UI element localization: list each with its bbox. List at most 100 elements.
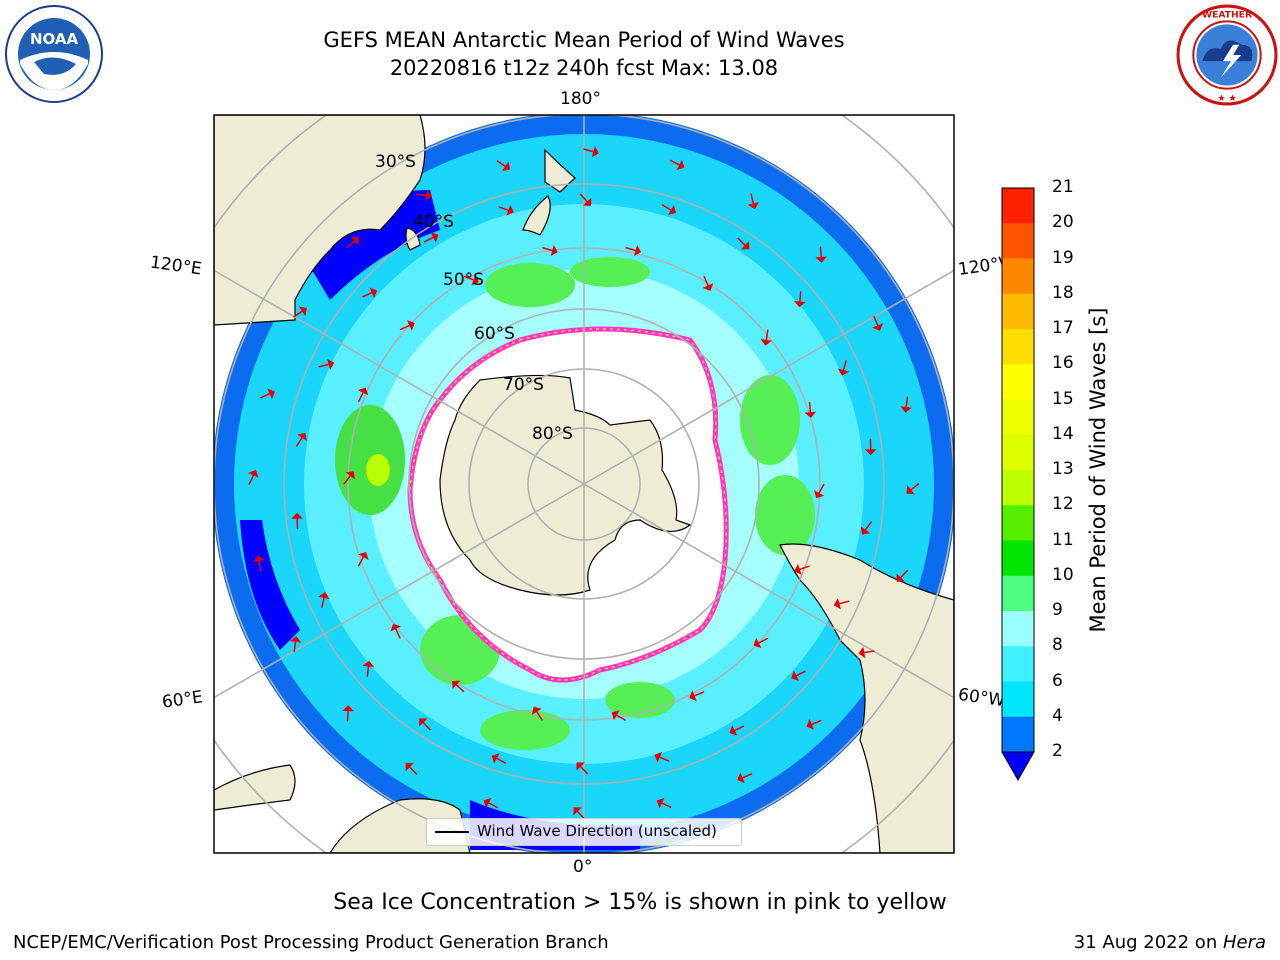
colorbar-segment <box>1002 716 1034 753</box>
sea-ice-note: Sea Ice Concentration > 15% is shown in … <box>333 890 947 915</box>
wind-wave-arrowhead <box>430 232 439 243</box>
wind-wave-arrowhead <box>689 690 697 702</box>
footer-date-text: 31 Aug 2022 on <box>1073 932 1223 953</box>
green-patch-1 <box>485 263 575 307</box>
wind-wave-arrowhead <box>837 368 850 376</box>
wind-wave-arrow <box>295 436 304 447</box>
wind-wave-arrowhead <box>390 623 401 632</box>
new-zealand-north <box>544 148 576 193</box>
wind-wave-arrow <box>293 641 297 653</box>
wind-wave-arrow <box>487 801 499 809</box>
wind-wave-arrow <box>576 810 586 820</box>
wind-wave-arrow <box>703 275 710 287</box>
wind-wave-arrow <box>455 683 465 693</box>
wind-wave-arrow <box>863 650 875 654</box>
wind-wave-arrowhead <box>576 762 585 771</box>
wind-wave-arrow <box>346 710 349 722</box>
colorbar-segment <box>1002 434 1034 471</box>
wind-wave-arrow <box>579 765 589 775</box>
wind-wave-arrow <box>579 193 589 203</box>
legend-line-swatch <box>435 831 469 833</box>
wind-wave-arrowhead <box>611 710 620 721</box>
wind-wave-arrowhead <box>729 725 738 736</box>
wind-wave-arrow <box>658 756 670 762</box>
wind-wave-arrowhead <box>656 797 665 809</box>
wind-wave-arrow <box>810 719 822 726</box>
wind-wave-arrow <box>660 802 672 809</box>
wind-wave-arrowhead <box>342 705 354 712</box>
colorbar <box>1001 187 1035 782</box>
wind-wave-arrowhead <box>654 751 663 763</box>
green-patch-2 <box>570 257 650 287</box>
wind-wave-arrow <box>661 204 672 212</box>
tasmania <box>405 227 421 251</box>
wind-wave-arrow <box>864 521 873 531</box>
wind-wave-arrowhead <box>573 807 582 816</box>
wind-wave-arrowhead <box>506 204 514 216</box>
svg-text:WEATHER: WEATHER <box>1202 9 1252 20</box>
wind-wave-arrowhead <box>702 283 714 291</box>
wind-wave-arrow <box>498 206 510 212</box>
wind-wave-arrowhead <box>369 287 378 299</box>
lon-label-0: 0° <box>573 857 593 877</box>
colorbar-tick-label: 8 <box>1052 635 1063 656</box>
wind-wave-arrow <box>625 246 637 252</box>
wind-wave-arrowhead <box>291 512 303 519</box>
wind-wave-arrowhead <box>357 387 369 396</box>
wind-wave-arrow <box>423 236 435 243</box>
colorbar-tick-label: 11 <box>1052 529 1074 550</box>
wind-wave-arrow <box>343 474 352 485</box>
new-zealand-south <box>522 195 551 236</box>
wind-wave-arrow <box>741 773 753 779</box>
green-patch-7 <box>755 475 815 555</box>
colorbar-tick-label: 17 <box>1052 318 1074 338</box>
wind-wave-arrow <box>495 757 507 764</box>
wind-wave-arrow <box>583 148 595 153</box>
colorbar-tick-label: 9 <box>1052 600 1063 620</box>
wind-wave-arrowhead <box>676 159 685 171</box>
wind-wave-arrowhead <box>318 592 330 600</box>
graticule <box>214 115 954 853</box>
wind-wave-arrowhead <box>289 636 302 643</box>
footer-credit: NCEP/EMC/Verification Post Processing Pr… <box>13 932 609 953</box>
wind-wave-arrow <box>737 237 747 247</box>
wind-wave-arrowhead <box>491 753 500 764</box>
wind-wave-arrowhead <box>740 240 750 250</box>
lat-label-50s: 50°S <box>443 270 484 290</box>
wind-wave-arrowhead <box>906 485 915 495</box>
wind-wave-arrow <box>248 474 255 485</box>
wind-wave-arrowhead <box>737 772 745 784</box>
wind-wave-arrow <box>842 359 847 371</box>
wind-wave-arrow <box>366 665 370 677</box>
wind-wave-arrow <box>293 310 304 318</box>
yellow-patch <box>366 454 390 486</box>
wind-wave-arrowhead <box>813 490 825 499</box>
wind-wave-arrow <box>615 714 627 722</box>
colorbar-tick-label: 13 <box>1052 459 1074 479</box>
wind-wave-arrow <box>873 315 879 327</box>
wind-wave-arrowhead <box>858 646 866 659</box>
wind-wave-arrowhead <box>419 718 428 727</box>
colorbar-segment <box>1002 293 1034 330</box>
colorbar-tick-label: 19 <box>1052 247 1074 268</box>
colorbar-tick-label: 20 <box>1052 212 1074 233</box>
wind-wave-arrowhead <box>806 718 815 730</box>
wind-wave-arrowhead <box>297 432 307 441</box>
wind-wave-arrowhead <box>407 320 415 331</box>
wind-wave-arrowhead <box>760 338 773 346</box>
wind-wave-arrowhead <box>860 526 871 535</box>
wind-wave-arrowhead <box>872 323 884 331</box>
wind-wave-arrow <box>808 401 812 413</box>
lat-label-60s: 60°S <box>474 324 515 344</box>
wind-wave-arrowhead <box>591 146 599 158</box>
wind-wave-arrowhead <box>794 301 806 308</box>
colorbar-segment <box>1002 399 1034 436</box>
wind-wave-arrow <box>535 710 543 721</box>
lat-label-40s: 40°S <box>413 212 454 232</box>
colorbar-tick-label: 10 <box>1052 564 1074 585</box>
colorbar-tick-label: 6 <box>1052 670 1063 691</box>
wind-wave-arrowhead <box>531 706 542 715</box>
wind-wave-arrowhead <box>425 189 432 202</box>
wind-wave-arrow <box>394 628 401 639</box>
